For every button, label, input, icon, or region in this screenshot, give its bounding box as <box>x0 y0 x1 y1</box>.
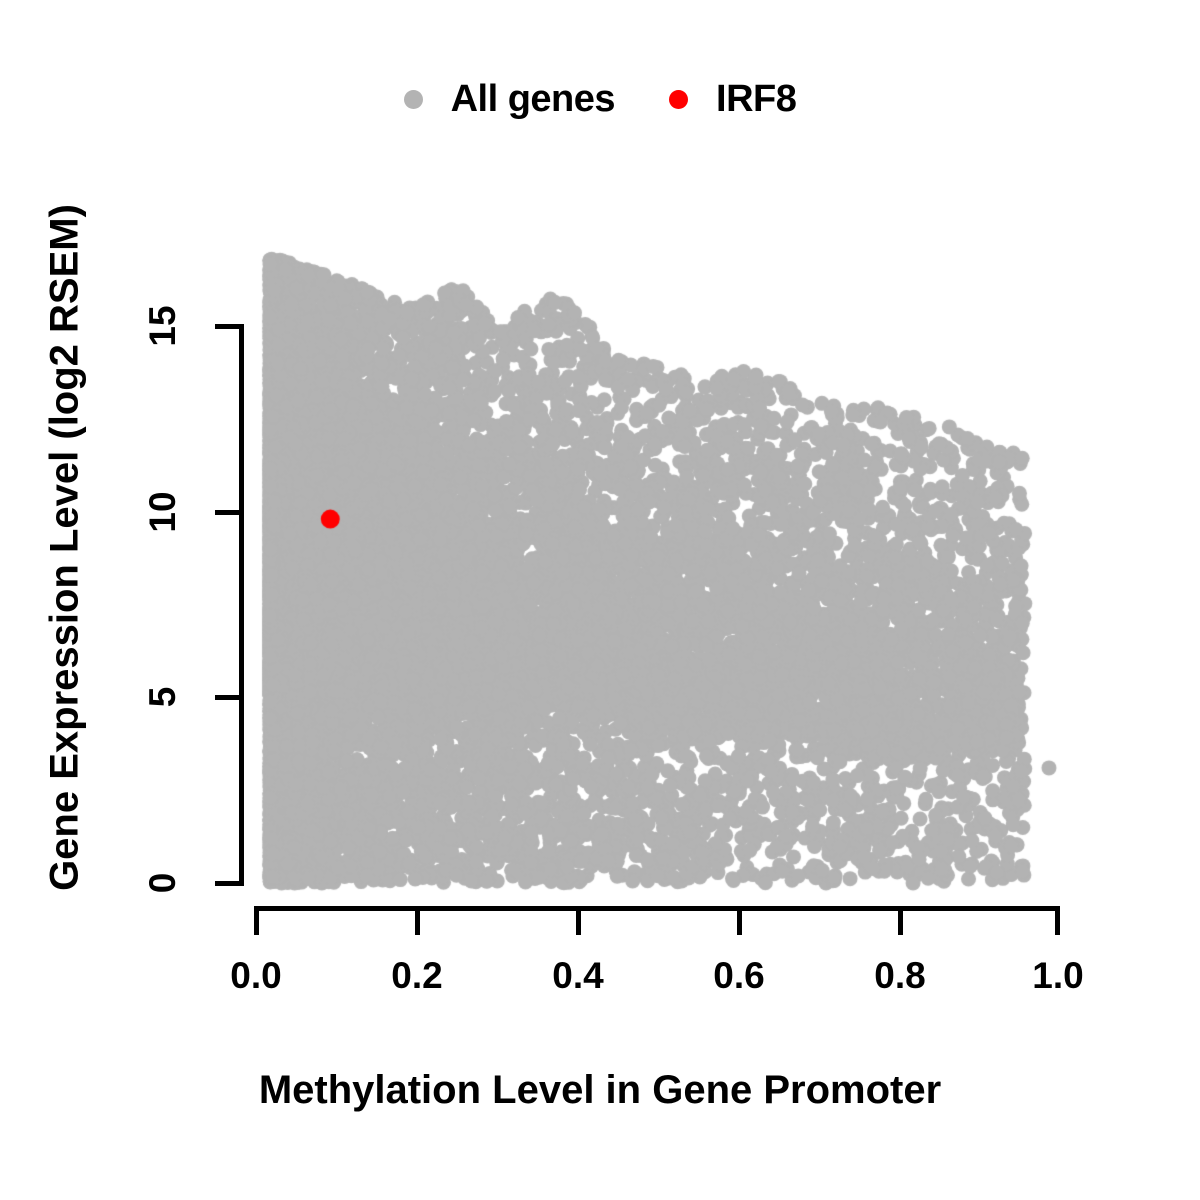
y-axis-title: Gene Expression Level (log2 RSEM) <box>42 204 87 891</box>
legend: All genes IRF8 <box>0 78 1200 121</box>
y-tick-10 <box>215 510 244 515</box>
x-tick-0.8 <box>898 906 903 935</box>
x-tick-0.4 <box>576 906 581 935</box>
y-tick-label-5: 5 <box>142 686 183 708</box>
y-axis-line <box>239 325 244 883</box>
x-axis-title: Methylation Level in Gene Promoter <box>258 1068 942 1112</box>
x-tick-label-0.2: 0.2 <box>391 955 443 996</box>
x-tick-label-0.8: 0.8 <box>874 955 926 996</box>
y-tick-0 <box>215 881 244 886</box>
x-axis-line <box>254 906 1060 911</box>
x-tick-label-0.6: 0.6 <box>713 955 765 996</box>
legend-entry-all-genes: All genes <box>403 78 616 121</box>
legend-label-irf8: IRF8 <box>716 78 797 120</box>
y-tick-5 <box>215 695 244 700</box>
x-tick-label-0.0: 0.0 <box>230 955 282 996</box>
y-tick-label-10: 10 <box>142 491 183 533</box>
x-tick-0.6 <box>737 906 742 935</box>
x-tick-0.0 <box>254 906 259 935</box>
x-tick-0.2 <box>415 906 420 935</box>
y-tick-15 <box>215 324 244 329</box>
x-tick-1.0 <box>1055 906 1060 935</box>
gray-dot-marker-icon <box>403 90 423 109</box>
x-tick-label-1.0: 1.0 <box>1032 955 1084 996</box>
x-tick-label-0.4: 0.4 <box>552 955 604 996</box>
legend-entry-irf8: IRF8 <box>669 78 797 121</box>
legend-label-all-genes: All genes <box>450 78 616 120</box>
red-dot-marker-icon <box>669 90 689 109</box>
y-tick-label-15: 15 <box>142 305 183 347</box>
y-tick-label-0: 0 <box>142 872 183 894</box>
